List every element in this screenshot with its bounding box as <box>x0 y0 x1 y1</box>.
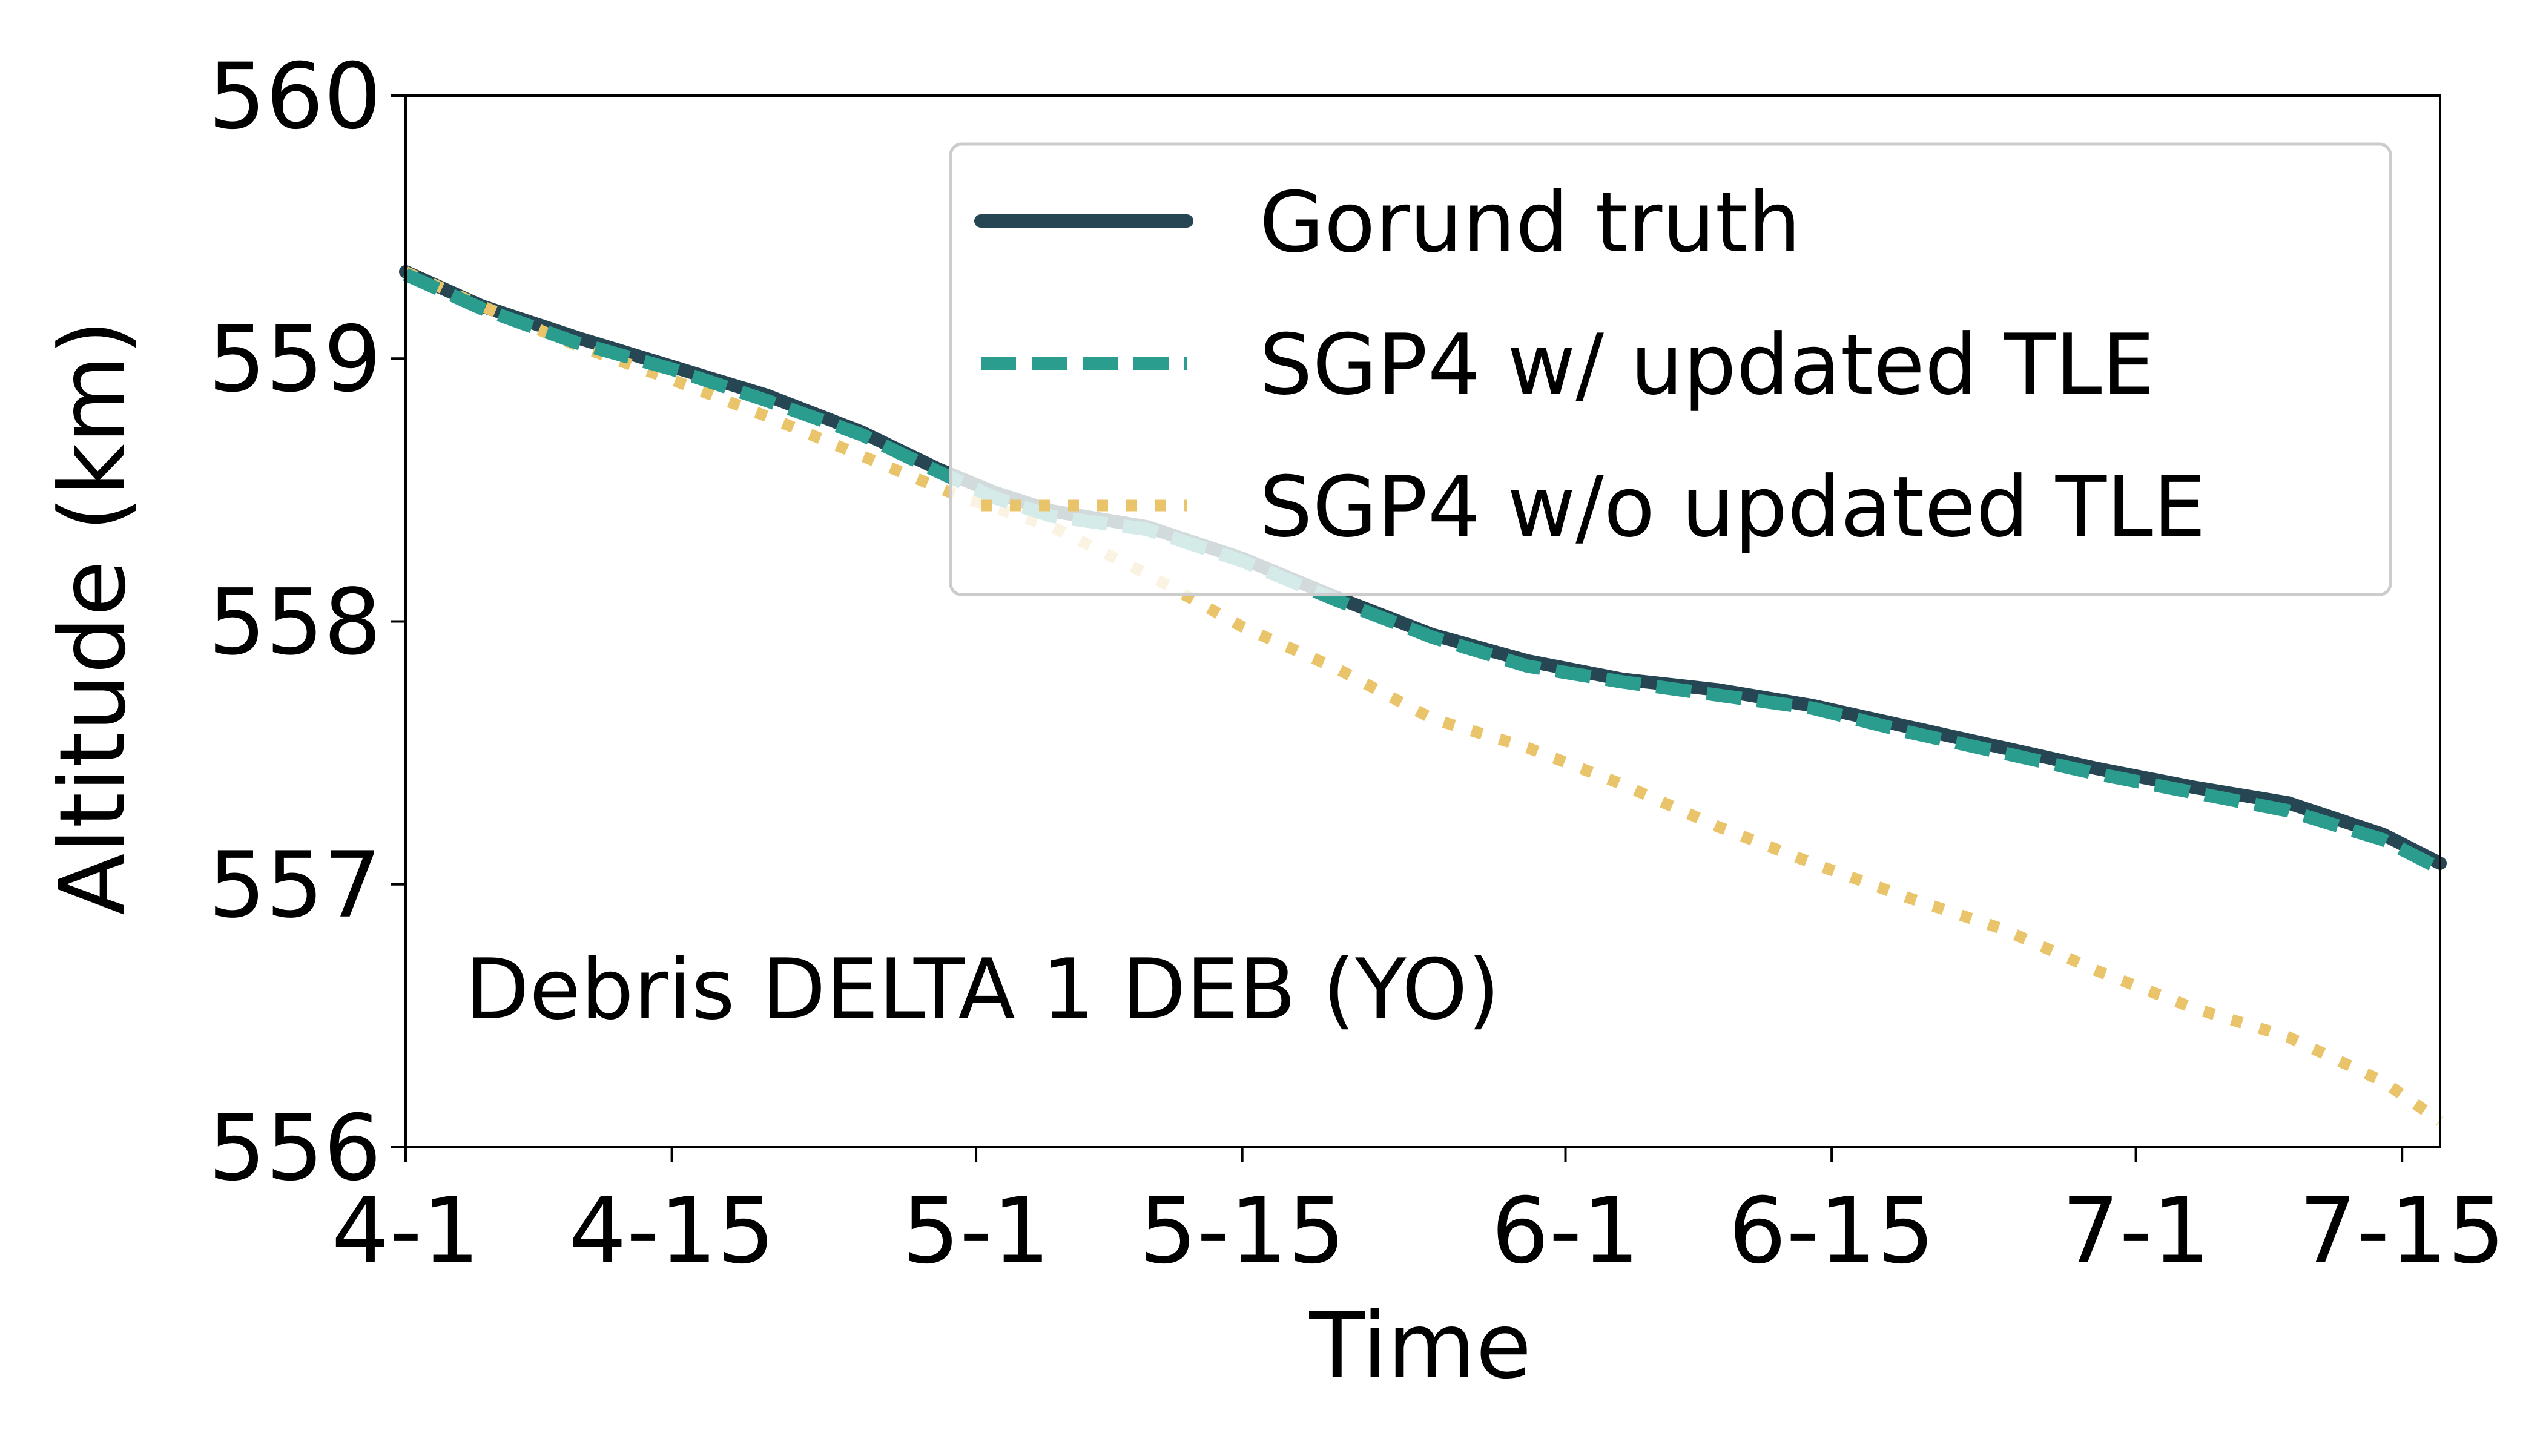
legend-label-2: SGP4 w/o updated TLE <box>1259 458 2206 556</box>
y-tick-label: 558 <box>208 570 381 676</box>
y-tick-label: 556 <box>208 1096 381 1201</box>
x-tick-label: 7-15 <box>2299 1179 2505 1284</box>
x-tick-label: 6-15 <box>1729 1179 1934 1284</box>
x-axis-label: Time <box>1308 1294 1531 1399</box>
y-tick-label: 559 <box>208 307 381 412</box>
legend-frame <box>949 142 2392 596</box>
y-axis-ticks: 556 557 558 559 560 <box>208 44 406 1201</box>
x-axis-ticks: 4-1 4-15 5-1 5-15 6-1 6-15 7-1 7-15 <box>332 1147 2505 1284</box>
legend-label-1: SGP4 w/ updated TLE <box>1259 316 2155 413</box>
x-tick-label: 7-1 <box>2062 1179 2210 1284</box>
x-tick-label: 4-15 <box>569 1179 774 1284</box>
x-tick-label: 4-1 <box>332 1179 480 1284</box>
x-tick-label: 6-1 <box>1491 1179 1640 1284</box>
debris-annotation: Debris DELTA 1 DEB (YO) <box>465 941 1500 1038</box>
x-tick-label: 5-15 <box>1139 1179 1345 1284</box>
y-tick-label: 557 <box>208 833 381 938</box>
series-line-2 <box>403 266 2444 1126</box>
y-axis-label: Altitude (km) <box>41 320 146 915</box>
legend-label-0: Gorund truth <box>1259 174 1801 271</box>
x-tick-label: 5-1 <box>902 1179 1051 1284</box>
series-layer <box>399 265 2447 1126</box>
legend: Gorund truth SGP4 w/ updated TLE SGP4 w/o … <box>949 142 2392 596</box>
y-tick-label: 560 <box>208 44 381 150</box>
series-line-1 <box>403 268 2443 875</box>
